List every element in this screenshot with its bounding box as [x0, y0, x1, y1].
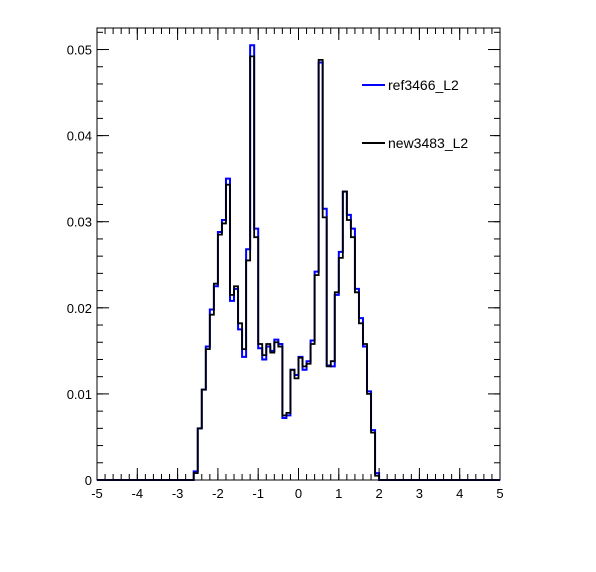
series-layer — [97, 44, 500, 481]
x-tick-label: -3 — [172, 486, 184, 501]
series-line-1 — [97, 55, 500, 481]
y-tick-label: 0.02 — [67, 301, 92, 316]
legend-label-ref: ref3466_L2 — [388, 77, 459, 93]
y-tick-label: 0.04 — [67, 129, 92, 144]
legend-label-new: new3483_L2 — [388, 135, 468, 151]
x-tick-label: 1 — [335, 486, 342, 501]
legend-entry-ref: ref3466_L2 — [362, 77, 459, 93]
x-tick-label: 0 — [295, 486, 302, 501]
legend-entry-new: new3483_L2 — [362, 135, 468, 151]
legend: ref3466_L2 new3483_L2 — [352, 52, 490, 168]
x-tick-label: 4 — [456, 486, 463, 501]
series-line-0 — [97, 44, 500, 481]
x-tick-label: 3 — [416, 486, 423, 501]
x-tick-label: -1 — [252, 486, 264, 501]
x-tick-label: -4 — [132, 486, 144, 501]
y-tick-label: 0.01 — [67, 387, 92, 402]
y-tick-label: 0 — [85, 473, 92, 488]
x-tick-label: 2 — [375, 486, 382, 501]
legend-box — [352, 52, 490, 168]
y-tick-label: 0.03 — [67, 215, 92, 230]
axes-layer: -5 -4 -3 -2 -1 0 1 2 3 4 5 0 0.01 0.02 0.03 0.04 0.05 — [67, 28, 504, 501]
x-tick-label: -2 — [212, 486, 224, 501]
y-tick-label: 0.05 — [67, 43, 92, 58]
x-tick-label: -5 — [91, 486, 103, 501]
x-tick-label: 5 — [496, 486, 503, 501]
